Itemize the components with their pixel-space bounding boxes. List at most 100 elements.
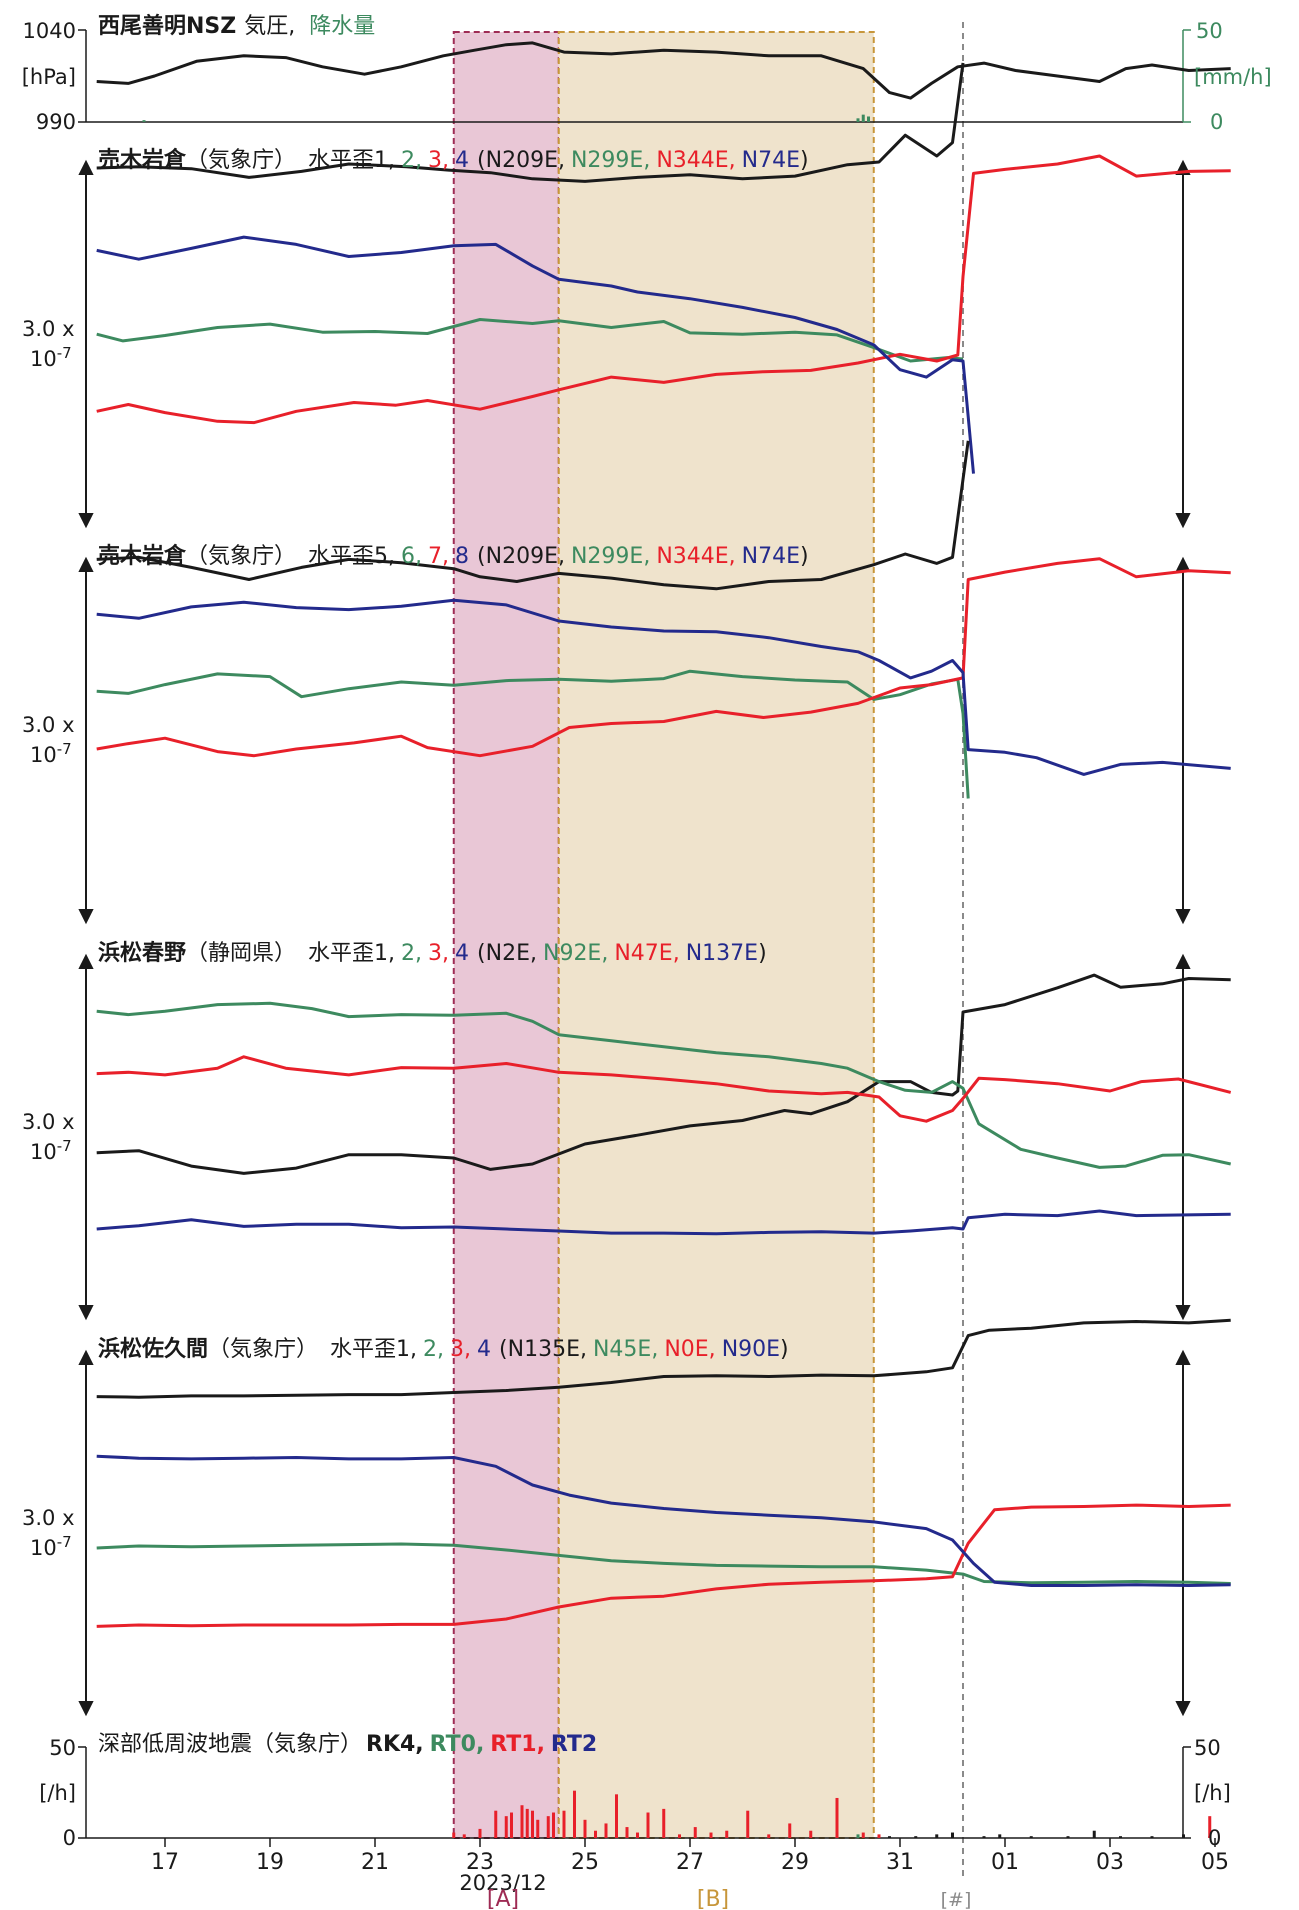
- eq-bar-rk4: [935, 1834, 939, 1838]
- series-layer: [96, 41, 1232, 1628]
- eq-bar-rt1: [520, 1805, 524, 1838]
- title-part-az2: N92E,: [543, 941, 608, 966]
- eq-bar-rt1: [504, 1816, 508, 1838]
- title-part-bold: 浜松佐久間: [98, 1336, 208, 1362]
- x-tick-label: 25: [571, 1850, 599, 1875]
- event-label: [#]: [941, 1889, 972, 1910]
- title-part-p-close: ): [800, 544, 809, 569]
- eq-bar-rt1: [662, 1808, 666, 1838]
- eq-bar-rt1: [525, 1808, 529, 1838]
- title-part-bold: 売木岩倉: [98, 147, 187, 173]
- title-part-lead: 水平歪1,: [330, 1337, 417, 1362]
- eq-bar-rt1: [536, 1819, 540, 1838]
- eq-bar-rk4: [1066, 1836, 1070, 1838]
- eq-bar-rt1: [478, 1828, 482, 1838]
- eq-bar-rt1: [494, 1810, 498, 1838]
- title-part-az2: N45E,: [593, 1337, 658, 1362]
- eq-bar-rt1: [877, 1834, 881, 1838]
- x-tick-label: 21: [361, 1850, 389, 1875]
- eq-bar-rt1: [709, 1832, 713, 1838]
- title-part-n2: 2,: [401, 941, 422, 966]
- title-part-n4: 4: [455, 941, 469, 966]
- title-part-az4: N137E: [686, 941, 758, 966]
- strain-line-blue: [96, 1209, 1231, 1236]
- scale-label-line1: 3.0 x: [22, 713, 75, 737]
- earthquake-panel-title: 深部低周波地震（気象庁） RK4, RT0, RT1, RT2: [98, 1732, 597, 1757]
- eq-right-unit: [/h]: [1194, 1781, 1231, 1805]
- panel-frames: [78, 159, 1191, 1717]
- eq-bar-rk4: [888, 1836, 891, 1838]
- eq-bar-rt1: [725, 1830, 729, 1838]
- title-part-lead: 水平歪1,: [308, 148, 395, 173]
- title-part-az1: N2E,: [486, 941, 537, 966]
- panel-2-title: 売木岩倉（気象庁） 水平歪1, 2, 3, 4 (N209E, N299E, N344E, N7…: [98, 147, 809, 173]
- scale-label-line1: 3.0 x: [22, 1110, 75, 1134]
- precip-bar: [856, 118, 860, 122]
- eq-bar-rt1: [552, 1812, 555, 1838]
- eq-bar-rt1: [604, 1823, 608, 1838]
- pressure-bottom-label: 990: [36, 110, 76, 134]
- eq-bar-rt1: [452, 1832, 456, 1838]
- date-label: 2023/12: [459, 1871, 546, 1895]
- eq-bar-rt0: [856, 1834, 860, 1838]
- eq-right-bottom: 0: [1208, 1826, 1221, 1850]
- title-part-org: （気象庁）: [186, 544, 296, 569]
- precip-top-label: 50: [1196, 19, 1223, 43]
- title-part-p-open: (: [477, 544, 486, 569]
- title-part-n2: 2,: [401, 148, 422, 173]
- period-a-label: [A]: [487, 1887, 519, 1910]
- title-part-org: （気象庁）: [186, 148, 296, 173]
- eq-bar-rt1: [861, 1832, 865, 1838]
- panel-5-title: 浜松佐久間（気象庁） 水平歪1, 2, 3, 4 (N135E, N45E, N0E, N90E…: [98, 1336, 789, 1362]
- title-part-org: （静岡県）: [186, 941, 296, 966]
- eq-bar-rt1: [646, 1812, 650, 1838]
- eq-bar-rt1: [615, 1794, 618, 1838]
- title-part-p-open: (: [499, 1337, 508, 1362]
- title-part-az1: N135E,: [508, 1337, 587, 1362]
- title-part-az2: N299E,: [571, 544, 650, 569]
- pressure-line: [96, 41, 1231, 100]
- precip-unit-label: [mm/h]: [1194, 65, 1272, 89]
- eq-left-bottom: 0: [63, 1826, 76, 1850]
- eq-bar-rt1: [510, 1812, 513, 1838]
- title-part-bold: 浜松春野: [98, 941, 186, 966]
- title-part-az1: N209E,: [486, 148, 565, 173]
- eq-bar-rt1: [625, 1827, 629, 1838]
- title-part-az3: N344E,: [656, 148, 735, 173]
- station-name: 西尾善明NSZ: [98, 13, 236, 39]
- title-part-az2: N299E,: [571, 148, 650, 173]
- eq-bar-rt1: [546, 1816, 550, 1838]
- period-a-shade: [452, 31, 560, 1839]
- x-tick-label: 17: [151, 1850, 179, 1875]
- precip-bar: [867, 116, 870, 122]
- eq-bar-rk4: [1182, 1834, 1185, 1838]
- eq-bar-rt1: [788, 1823, 792, 1838]
- pressure-panel: [78, 29, 1183, 123]
- strain-line-green: [96, 318, 964, 363]
- eq-bar-rt1: [531, 1810, 534, 1838]
- title-part-n3: 7,: [428, 544, 449, 569]
- eq-bar-rt1: [809, 1830, 813, 1838]
- title-part-n3: 3,: [428, 148, 449, 173]
- strain-line-black: [96, 62, 965, 183]
- x-tick-label: 31: [886, 1850, 914, 1875]
- panel-4-title: 浜松春野（静岡県） 水平歪1, 2, 3, 4 (N2E, N92E, N47E, N137E): [98, 941, 767, 966]
- eq-bar-rt1: [693, 1827, 697, 1838]
- eq-bar-rk4: [1150, 1836, 1154, 1838]
- x-tick-label: 19: [256, 1850, 284, 1875]
- eq-bar-rt1: [767, 1834, 771, 1838]
- title-part-org: （気象庁）: [208, 1337, 318, 1362]
- pressure-label: 気圧,: [244, 14, 295, 39]
- eq-bar-rt1: [678, 1834, 681, 1838]
- title-part-n4: 8: [455, 544, 469, 569]
- title-part-lead: 水平歪5,: [308, 544, 395, 569]
- period-b-label: [B]: [697, 1887, 729, 1910]
- title-part-n4: 4: [455, 148, 469, 173]
- eq-bar-rt1: [835, 1797, 839, 1838]
- title-part-az3: N47E,: [614, 941, 679, 966]
- strain-line-red: [96, 1503, 1231, 1628]
- precipitation-axis: [1182, 29, 1191, 123]
- eq-bar-rt1: [636, 1832, 639, 1838]
- scale-label-line2: 10-7: [30, 740, 72, 767]
- earthquake-bars: [452, 1790, 1212, 1838]
